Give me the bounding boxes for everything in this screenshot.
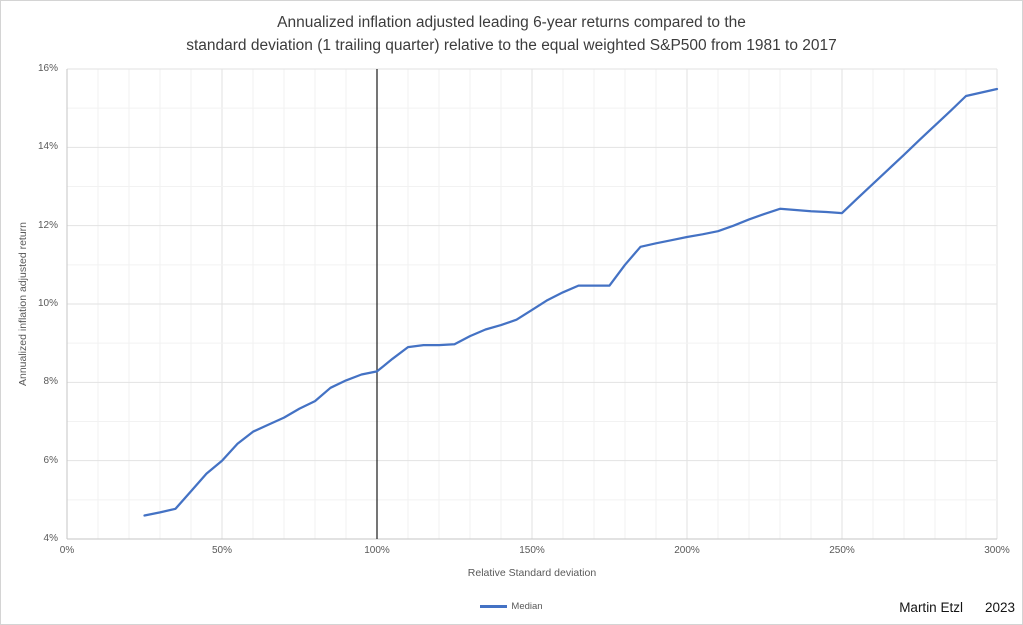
y-tick-label: 6% <box>43 454 58 466</box>
y-tick-label: 12% <box>37 219 58 231</box>
legend: Median <box>1 601 1022 612</box>
x-tick-label: 300% <box>984 545 1010 556</box>
y-tick-label: 4% <box>43 533 58 544</box>
x-tick-label: 50% <box>211 545 232 556</box>
chart-title-line-2: standard deviation (1 trailing quarter) … <box>186 37 837 54</box>
x-tick-label: 200% <box>674 545 700 556</box>
y-tick-label: 8% <box>43 376 58 388</box>
credit-year: 2023 <box>984 600 1015 615</box>
chart-title-line-1: Annualized inflation adjusted leading 6-… <box>277 14 746 31</box>
credit: Martin Etzl 2023 <box>899 600 1015 615</box>
y-tick-label: 14% <box>37 141 58 153</box>
credit-author: Martin Etzl <box>899 600 963 615</box>
median-series-line <box>143 87 999 517</box>
legend-line-swatch <box>480 605 508 608</box>
legend-label: Median <box>511 601 543 612</box>
x-tick-label: 0% <box>59 545 75 556</box>
x-tick-label: 250% <box>829 545 855 556</box>
x-axis-title: Relative Standard deviation <box>467 567 597 579</box>
x-tick-label: 150% <box>519 545 545 556</box>
chart-title: Annualized inflation adjusted leading 6-… <box>1 11 1022 57</box>
y-tick-label: 10% <box>37 298 58 309</box>
y-tick-label: 16% <box>37 63 58 74</box>
x-tick-label: 100% <box>364 545 390 556</box>
